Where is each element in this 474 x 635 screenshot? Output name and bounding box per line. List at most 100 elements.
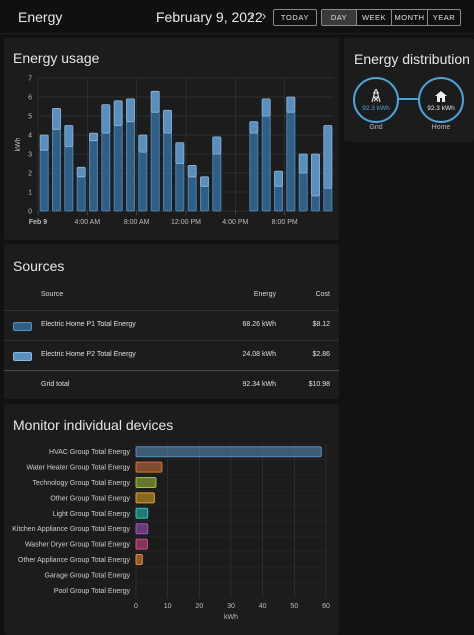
table-row: Electric Home P1 Total Energy 68.26 kWh … (4, 310, 339, 340)
usage-bar-p1 (76, 176, 86, 212)
cost-column-header: Cost (315, 291, 330, 298)
chevron-right-icon[interactable]: › (261, 8, 267, 23)
source-name: Electric Home P2 Total Energy (41, 351, 136, 358)
device-label: Technology Group Total Energy (32, 480, 130, 487)
chevron-left-icon[interactable]: ‹ (249, 8, 255, 23)
usage-bar-p2 (64, 125, 74, 147)
grid-total-energy: 92.34 kWh (242, 381, 276, 388)
energy-usage-chart: 0 1 2 3 4 5 6 7 Feb 9 4:00 AM 8:00 AM 12:00 PM 4:00 … (15, 76, 334, 226)
y-tick-label: 5 (28, 114, 32, 121)
home-label: Home (431, 124, 451, 131)
device-label: HVAC Group Total Energy (49, 449, 131, 456)
usage-bar-p2 (212, 136, 222, 155)
energy-usage-title: Energy usage (13, 50, 100, 66)
usage-bar-p1 (323, 187, 333, 212)
usage-bar-p2 (150, 90, 160, 113)
usage-bar-p2 (101, 104, 111, 134)
x-tick-label: 4:00 AM (74, 219, 100, 226)
source-cost: $8.12 (312, 321, 330, 328)
energy-column-header: Energy (253, 291, 276, 298)
usage-bar-p1 (64, 146, 74, 212)
top-app-bar: Energy February 9, 2022 ‹ › TODAY DAY WE… (0, 0, 474, 34)
x-tick-label: 12:00 PM (171, 219, 201, 226)
period-month-button[interactable]: MONTH (392, 10, 428, 25)
usage-bar-p2 (138, 134, 148, 153)
usage-bar-p2 (76, 166, 86, 178)
sources-title: Sources (13, 258, 65, 274)
series-color-swatch (13, 322, 32, 331)
page-title: Energy (18, 9, 63, 25)
usage-bar-p1 (212, 153, 222, 212)
x-tick-label: 8:00 PM (272, 219, 298, 226)
device-label: Garage Group Total Energy (45, 572, 131, 579)
usage-bar-p2 (200, 176, 209, 187)
usage-bar-p2 (298, 153, 308, 174)
usage-bar-p2 (39, 134, 49, 151)
device-bar (135, 492, 155, 504)
source-energy: 24.08 kWh (242, 351, 276, 358)
usage-bar-p2 (52, 108, 61, 130)
grid-value: 92.3 kWh (362, 105, 390, 112)
usage-bar-p2 (89, 132, 98, 142)
usage-bar-p1 (200, 185, 209, 212)
usage-bar-p1 (89, 140, 98, 212)
usage-bar-p1 (113, 125, 123, 212)
usage-bar-p2 (249, 121, 259, 134)
device-bar (135, 538, 148, 550)
usage-bar-p1 (261, 115, 271, 212)
usage-bar-p1 (101, 132, 111, 212)
home-node[interactable]: 92.3 kWh (418, 77, 464, 123)
device-bar (135, 477, 157, 488)
y-tick-label: 2 (28, 171, 32, 178)
period-week-button[interactable]: WEEK (357, 10, 392, 25)
usage-bar-p1 (150, 111, 160, 212)
usage-bar-p2 (286, 96, 296, 113)
y-tick-label: 4 (28, 133, 32, 140)
usage-bar-p2 (163, 109, 172, 134)
source-energy: 68.26 kWh (242, 321, 276, 328)
table-row: Electric Home P2 Total Energy 24.08 kWh … (4, 340, 339, 370)
home-icon (420, 89, 462, 107)
x-tick-label: 8:00 AM (124, 219, 150, 226)
x-tick-label: 50 (290, 603, 298, 610)
x-tick-label: 0 (134, 603, 138, 610)
energy-usage-card: Energy usage 0 1 2 3 4 5 6 7 Feb 9 4:00 AM 8:00 AM… (4, 38, 339, 240)
y-axis-label: kWh (15, 137, 22, 151)
series-color-swatch (13, 352, 32, 361)
source-cost: $2.86 (312, 351, 330, 358)
sources-card: Sources Source Energy Cost Electric Home… (4, 244, 339, 399)
usage-bar-p2 (261, 98, 271, 117)
usage-bar-p2 (126, 98, 135, 123)
device-bar (135, 523, 149, 535)
x-tick-label: 4:00 PM (222, 219, 248, 226)
energy-distribution-title: Energy distribution (354, 51, 470, 67)
x-tick-label: Feb 9 (29, 219, 47, 226)
device-label: Other Group Total Energy (50, 495, 130, 502)
grid-total-cost: $10.98 (308, 381, 330, 388)
x-tick-label: 30 (227, 603, 235, 610)
device-label: Water Heater Group Total Energy (27, 465, 131, 472)
device-label: Washer Dryer Group Total Energy (25, 542, 131, 549)
x-axis-label: kWh (224, 614, 238, 621)
today-button[interactable]: TODAY (273, 9, 317, 26)
device-bar (135, 507, 149, 519)
period-year-button[interactable]: YEAR (432, 13, 456, 22)
usage-bar-p1 (52, 128, 61, 212)
grid-node[interactable]: 92.3 kWh (353, 77, 399, 123)
device-bar (135, 461, 163, 473)
monitor-devices-card: Monitor individual devices 0 10 20 30 40 50 60… (4, 404, 339, 635)
usage-bar-p1 (138, 151, 148, 212)
usage-bar-p1 (175, 163, 185, 212)
usage-bar-p1 (298, 172, 308, 212)
grid-total-row: Grid total 92.34 kWh $10.98 (4, 370, 339, 400)
period-day-button[interactable]: DAY (322, 10, 357, 25)
device-label: Kitchen Appliance Group Total Energy (12, 526, 130, 533)
usage-bar-p1 (311, 195, 320, 212)
usage-bar-p1 (286, 111, 296, 212)
home-value: 92.3 kWh (427, 105, 455, 112)
date-label: February 9, 2022 (156, 9, 263, 25)
source-column-header: Source (41, 291, 64, 298)
usage-bar-p2 (311, 153, 320, 197)
x-tick-label: 20 (195, 603, 203, 610)
x-tick-label: 40 (259, 603, 267, 610)
